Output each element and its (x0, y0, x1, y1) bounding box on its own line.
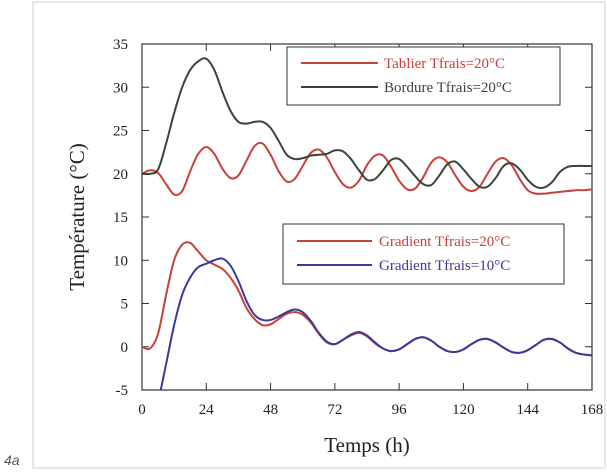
legend-box-top (286, 46, 561, 106)
x-tick-label: 0 (138, 402, 146, 418)
y-tick-label: 0 (121, 340, 129, 356)
x-axis-ticks: 0 24 48 72 96 120 144 168 (138, 44, 603, 418)
y-tick-label: 10 (113, 253, 128, 269)
legend-label-bordure: Bordure Tfrais=20°C (384, 80, 512, 96)
x-tick-label: 144 (516, 402, 539, 418)
legend-label-gradient-20: Gradient Tfrais=20°C (379, 234, 510, 250)
x-axis-title: Temps (h) (324, 433, 409, 457)
y-tick-label: 25 (113, 124, 128, 140)
series-line-gradient-10 (159, 257, 593, 390)
figure-label: 4a (4, 452, 20, 468)
series-line-bordure (142, 57, 592, 189)
x-tick-label: 24 (199, 402, 215, 418)
y-tick-label: 30 (113, 80, 128, 96)
legend-box-middle (282, 223, 565, 285)
y-tick-label: 15 (113, 210, 128, 226)
x-tick-label: 48 (263, 402, 278, 418)
y-tick-label: 20 (113, 167, 128, 183)
x-tick-label: 72 (327, 402, 342, 418)
y-tick-label: 35 (113, 37, 128, 53)
y-tick-label: -5 (116, 383, 129, 399)
y-tick-label: 5 (121, 297, 129, 313)
series-layer (142, 57, 593, 390)
legend-label-tablier: Tablier Tfrais=20°C (384, 56, 505, 72)
y-axis-title: Température (°C) (65, 143, 89, 290)
x-tick-label: 168 (581, 402, 604, 418)
y-axis-ticks: -5 0 5 10 15 20 25 30 35 (113, 37, 592, 399)
figure-frame (32, 1, 606, 469)
series-line-tablier (142, 141, 593, 197)
legend-label-gradient-10: Gradient Tfrais=10°C (379, 258, 510, 274)
x-tick-label: 120 (452, 402, 475, 418)
x-tick-label: 96 (392, 402, 408, 418)
